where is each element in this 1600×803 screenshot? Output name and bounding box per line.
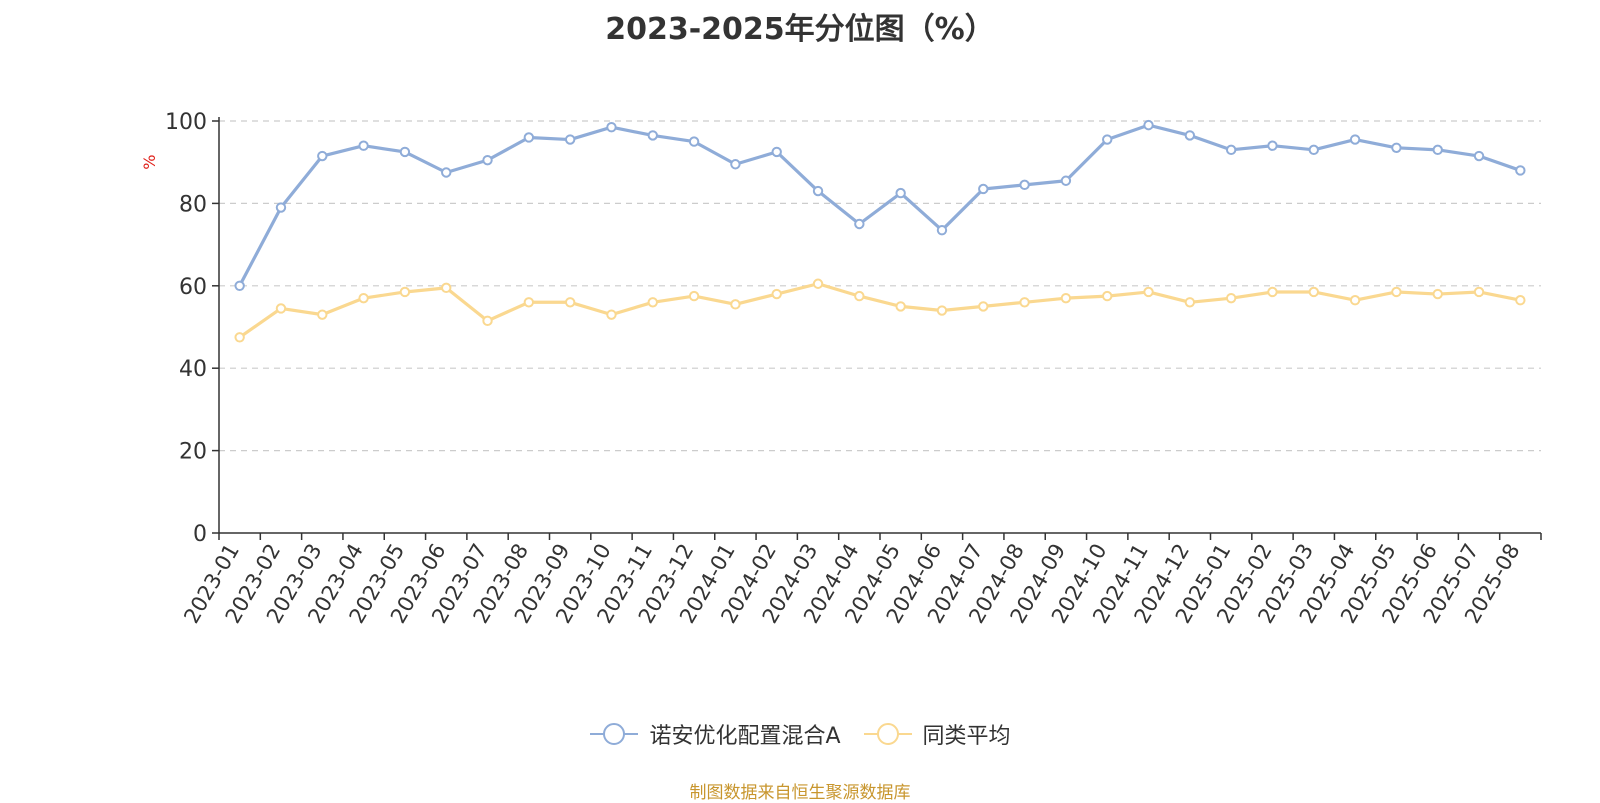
data-point[interactable] bbox=[1225, 292, 1237, 304]
data-point[interactable] bbox=[688, 136, 700, 147]
data-point[interactable] bbox=[936, 305, 948, 316]
data-point[interactable] bbox=[812, 278, 824, 289]
data-point[interactable] bbox=[1432, 144, 1443, 156]
data-point[interactable] bbox=[399, 146, 411, 158]
data-point[interactable] bbox=[399, 286, 411, 298]
data-point[interactable] bbox=[647, 130, 658, 141]
y-tick-label: 60 bbox=[179, 275, 207, 300]
data-point[interactable] bbox=[1432, 288, 1443, 300]
data-point[interactable] bbox=[771, 288, 782, 300]
data-point[interactable] bbox=[1102, 134, 1113, 145]
series-average bbox=[234, 278, 1526, 343]
grid-lines bbox=[219, 120, 1541, 452]
data-point[interactable] bbox=[317, 150, 328, 162]
data-point[interactable] bbox=[688, 290, 700, 302]
data-point[interactable] bbox=[1391, 142, 1402, 153]
data-point[interactable] bbox=[1308, 286, 1319, 298]
data-point[interactable] bbox=[275, 303, 287, 314]
circle-line-icon bbox=[863, 723, 912, 745]
data-point[interactable] bbox=[978, 183, 989, 195]
data-point[interactable] bbox=[1143, 119, 1154, 131]
series-layer bbox=[234, 119, 1526, 343]
series-fund bbox=[234, 119, 1526, 291]
legend-label-fund: 诺安优化配置混合A bbox=[649, 724, 841, 749]
data-point[interactable] bbox=[441, 167, 452, 178]
data-point[interactable] bbox=[730, 159, 741, 170]
legend-item-average[interactable]: 同类平均 bbox=[863, 718, 1011, 750]
data-point[interactable] bbox=[606, 121, 617, 133]
data-point[interactable] bbox=[936, 224, 948, 236]
data-point[interactable] bbox=[647, 297, 658, 308]
legend: 诺安优化配置混合A 同类平均 bbox=[0, 718, 1600, 750]
data-point[interactable] bbox=[895, 301, 906, 312]
source-note: 制图数据来自恒生聚源数据库 bbox=[689, 783, 911, 803]
legend-label-average: 同类平均 bbox=[922, 724, 1011, 749]
chart-title: 2023-2025年分位图（%） bbox=[605, 12, 995, 47]
data-point[interactable] bbox=[1184, 130, 1196, 141]
y-tick-label: 20 bbox=[179, 440, 207, 465]
data-point[interactable] bbox=[606, 309, 617, 320]
data-point[interactable] bbox=[1060, 292, 1072, 304]
data-point[interactable] bbox=[895, 187, 906, 199]
data-point[interactable] bbox=[1102, 290, 1113, 302]
y-tick-label: 0 bbox=[193, 522, 207, 547]
data-point[interactable] bbox=[812, 185, 824, 197]
circle-line-icon bbox=[590, 723, 639, 745]
y-tick-label: 80 bbox=[179, 192, 207, 217]
data-point[interactable] bbox=[482, 315, 493, 327]
data-point[interactable] bbox=[1391, 286, 1402, 298]
data-point[interactable] bbox=[1267, 140, 1278, 151]
data-point[interactable] bbox=[234, 280, 245, 291]
data-point[interactable] bbox=[358, 292, 369, 304]
data-point[interactable] bbox=[1184, 297, 1196, 308]
data-point[interactable] bbox=[1349, 134, 1361, 145]
series-line bbox=[238, 123, 1522, 288]
data-point[interactable] bbox=[275, 202, 287, 213]
data-point[interactable] bbox=[1019, 297, 1030, 308]
data-point[interactable] bbox=[1473, 150, 1485, 162]
data-point[interactable] bbox=[978, 301, 989, 312]
data-point[interactable] bbox=[564, 297, 576, 308]
series-line bbox=[238, 282, 1522, 339]
data-point[interactable] bbox=[1019, 179, 1030, 191]
data-point[interactable] bbox=[234, 332, 245, 343]
data-point[interactable] bbox=[1515, 295, 1526, 306]
data-point[interactable] bbox=[482, 154, 493, 166]
data-point[interactable] bbox=[523, 132, 535, 143]
data-point[interactable] bbox=[441, 282, 452, 294]
data-point[interactable] bbox=[358, 140, 369, 151]
data-point[interactable] bbox=[1515, 165, 1526, 176]
data-point[interactable] bbox=[1308, 144, 1319, 156]
data-point[interactable] bbox=[1267, 286, 1278, 298]
data-point[interactable] bbox=[1060, 175, 1072, 186]
data-point[interactable] bbox=[1349, 295, 1361, 306]
legend-item-fund[interactable]: 诺安优化配置混合A bbox=[589, 718, 841, 750]
y-tick-label: 100 bbox=[165, 110, 207, 135]
data-point[interactable] bbox=[1225, 144, 1237, 156]
data-point[interactable] bbox=[854, 290, 865, 302]
data-point[interactable] bbox=[730, 299, 741, 310]
data-point[interactable] bbox=[771, 146, 782, 158]
data-point[interactable] bbox=[564, 134, 576, 145]
data-point[interactable] bbox=[317, 309, 328, 320]
y-axis-unit-label: % bbox=[140, 155, 159, 170]
data-point[interactable] bbox=[523, 297, 535, 308]
data-point[interactable] bbox=[1143, 286, 1154, 298]
data-point[interactable] bbox=[854, 218, 865, 230]
data-point[interactable] bbox=[1473, 286, 1485, 298]
y-tick-label: 40 bbox=[179, 357, 207, 382]
